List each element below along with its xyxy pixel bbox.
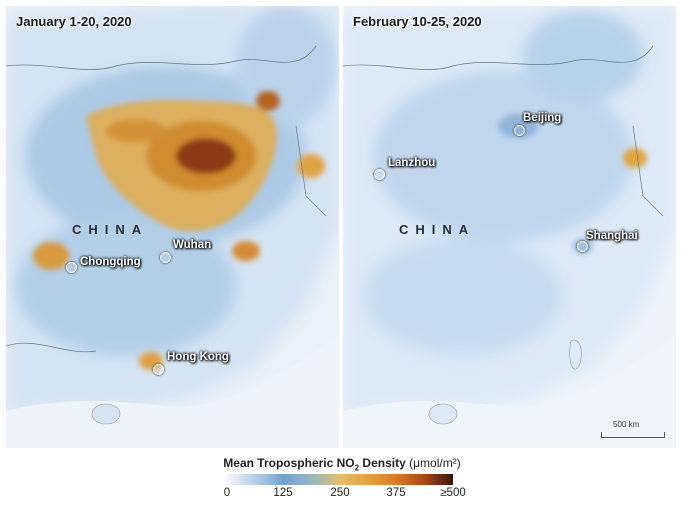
city-label-chongqing: Chongqing xyxy=(80,256,141,268)
scale-bar xyxy=(601,432,665,438)
legend-tick: ≥500 xyxy=(440,487,466,499)
city-marker-icon xyxy=(374,169,385,180)
panel-title: January 1-20, 2020 xyxy=(16,14,132,29)
city-marker-icon xyxy=(514,125,525,136)
city-label-wuhan: Wuhan xyxy=(173,239,212,251)
city-marker-icon xyxy=(153,364,164,375)
city-marker-icon xyxy=(66,262,77,273)
legend-tick: 125 xyxy=(273,487,293,499)
map-panel-january: January 1-20, 2020 CHINA Wuhan Chongqing… xyxy=(6,6,339,448)
legend-title: Mean Tropospheric NO2 Density (μmol/m²) xyxy=(0,456,684,472)
city-label-shanghai: Shanghai xyxy=(586,230,638,242)
city-label-lanzhou: Lanzhou xyxy=(388,157,436,169)
legend-tick: 250 xyxy=(330,487,350,499)
legend-tick: 0 xyxy=(223,487,231,499)
legend-title-main: Mean Tropospheric NO xyxy=(223,456,355,470)
city-marker-icon xyxy=(577,241,588,252)
city-label-hong-kong: Hong Kong xyxy=(167,351,229,363)
color-scale-bar xyxy=(227,474,453,485)
legend-title-rest: Density xyxy=(359,456,406,470)
no2-map-january xyxy=(6,6,339,448)
legend-tick: 375 xyxy=(386,487,406,499)
country-label: CHINA xyxy=(399,222,476,237)
legend-unit: (μmol/m²) xyxy=(409,456,461,470)
legend-title-subscript: 2 xyxy=(354,463,360,473)
map-panel-february: February 10-25, 2020 CHINA Beijing Lanzh… xyxy=(343,6,676,448)
no2-map-february xyxy=(343,6,676,448)
scale-bar-label: 500 km xyxy=(613,420,640,429)
city-marker-icon xyxy=(160,252,171,263)
panel-title: February 10-25, 2020 xyxy=(353,14,482,29)
city-label-beijing: Beijing xyxy=(523,112,562,124)
country-label: CHINA xyxy=(72,222,149,237)
